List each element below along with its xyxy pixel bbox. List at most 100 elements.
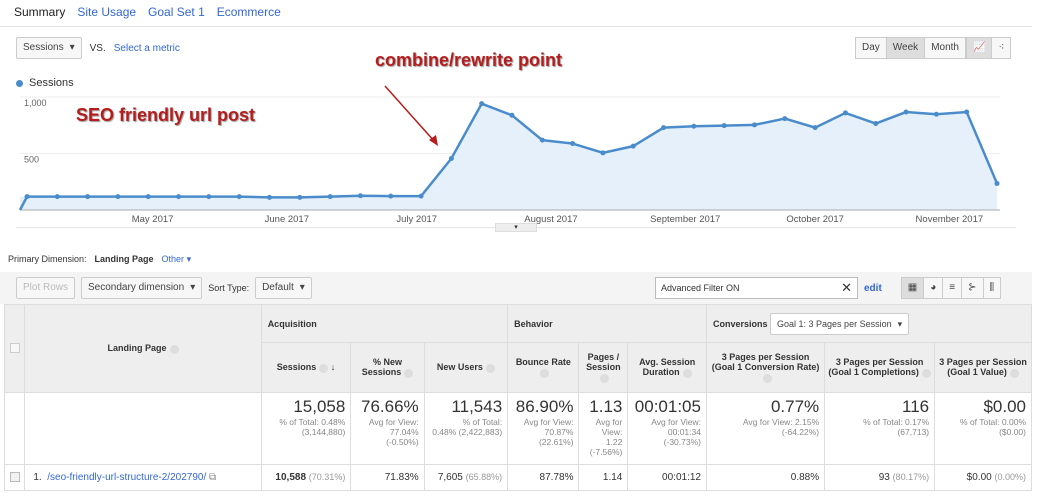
- data-point[interactable]: [691, 123, 697, 129]
- y-tick-label: 500: [24, 155, 39, 165]
- period-day[interactable]: Day: [855, 37, 887, 59]
- column-header[interactable]: 3 Pages per Session (Goal 1 Conversion R…: [705, 342, 826, 393]
- data-point[interactable]: [479, 101, 485, 107]
- column-header[interactable]: 3 Pages per Session (Goal 1 Value): [934, 342, 1032, 393]
- data-point[interactable]: [236, 194, 242, 200]
- legend-sessions: Sessions: [29, 77, 74, 89]
- help-icon: [404, 368, 414, 378]
- data-point[interactable]: [933, 111, 939, 117]
- data-point[interactable]: [600, 150, 606, 156]
- advanced-filter-input[interactable]: Advanced Filter ON ✕: [655, 277, 858, 299]
- performance-view-icon[interactable]: ≡: [942, 277, 963, 299]
- comparison-view-icon[interactable]: ⊱: [961, 277, 984, 299]
- tab-summary[interactable]: Summary: [14, 5, 66, 19]
- help-icon: [682, 368, 692, 378]
- data-point[interactable]: [721, 123, 727, 129]
- primary-dimension-landing-page[interactable]: Landing Page: [94, 254, 154, 264]
- table-row: 1. /seo-friendly-url-structure-2/202790/…: [3, 464, 1032, 491]
- data-point[interactable]: [115, 194, 121, 200]
- data-point[interactable]: [994, 180, 1000, 186]
- data-point[interactable]: [85, 194, 91, 200]
- total-cell: 11,543% of Total: 0.48% (2,422,883): [423, 392, 509, 465]
- help-icon: [1009, 368, 1019, 378]
- data-point[interactable]: [873, 121, 879, 127]
- data-point[interactable]: [812, 125, 818, 131]
- data-point[interactable]: [176, 194, 182, 200]
- row-checkbox[interactable]: [9, 471, 20, 482]
- primary-dimension-other[interactable]: Other ▾: [161, 254, 192, 264]
- data-point[interactable]: [630, 143, 636, 149]
- clear-filter-icon[interactable]: ✕: [841, 280, 852, 295]
- data-point[interactable]: [964, 109, 970, 115]
- data-point[interactable]: [24, 194, 30, 200]
- column-header[interactable]: Bounce Rate: [507, 342, 580, 393]
- line-chart-icon[interactable]: 📈: [966, 37, 993, 59]
- x-tick-label: July 2017: [396, 214, 437, 225]
- row-cell: 71.83%: [350, 464, 425, 491]
- data-point[interactable]: [782, 116, 788, 122]
- collapse-chart-handle[interactable]: ▾: [495, 223, 537, 232]
- data-point[interactable]: [752, 122, 757, 128]
- column-header[interactable]: New Users: [423, 342, 509, 393]
- column-header[interactable]: Avg. Session Duration: [627, 342, 707, 393]
- data-point[interactable]: [327, 194, 333, 200]
- column-header[interactable]: 3 Pages per Session (Goal 1 Completions): [824, 342, 936, 393]
- motion-chart-icon[interactable]: ⁖: [991, 37, 1012, 59]
- pivot-view-icon[interactable]: ⫼: [982, 277, 1002, 299]
- metric-select[interactable]: Sessions ▾: [16, 37, 82, 59]
- sessions-chart: 1,000 500 May 2017 June 2017 July 2017 August…: [18, 96, 1000, 225]
- data-point[interactable]: [206, 194, 212, 200]
- secondary-dimension-select[interactable]: Secondary dimension ▾: [81, 277, 203, 299]
- column-header[interactable]: Sessions ↓: [260, 342, 352, 393]
- x-tick-label: September 2017: [650, 214, 720, 225]
- select-metric-link[interactable]: Select a metric: [113, 42, 180, 54]
- column-header[interactable]: Pages / Session: [578, 342, 629, 393]
- sort-type-select[interactable]: Default ▾: [255, 277, 312, 299]
- totals-spacer: [24, 392, 262, 465]
- total-cell: 0.77% Avg for View: 2.15% (-64.22%): [705, 392, 826, 465]
- tab-goal-set-1[interactable]: Goal Set 1: [148, 5, 205, 19]
- open-external-icon[interactable]: ⧉: [209, 472, 217, 483]
- edit-filter-link[interactable]: edit: [864, 282, 882, 294]
- row-cell: 93 (80.17%): [824, 464, 936, 491]
- total-cell: $0.00% of Total: 0.00% ($0.00): [934, 392, 1032, 465]
- tab-site-usage[interactable]: Site Usage: [77, 5, 137, 19]
- data-point[interactable]: [570, 141, 576, 147]
- data-point[interactable]: [509, 112, 515, 118]
- data-point[interactable]: [388, 193, 394, 199]
- landing-page-link[interactable]: /seo-friendly-url-structure-2/202790/: [47, 472, 207, 483]
- x-tick-label: May 2017: [132, 214, 174, 225]
- data-point[interactable]: [539, 137, 545, 143]
- period-week[interactable]: Week: [885, 37, 926, 59]
- period-month[interactable]: Month: [924, 37, 966, 59]
- row-cell: 10,588 (70.31%): [260, 464, 352, 491]
- total-cell: 116% of Total: 0.17% (67,713): [824, 392, 936, 465]
- data-point[interactable]: [661, 125, 667, 131]
- total-cell: 00:01:05 Avg for View: 00:01:34 (-30.73%): [627, 392, 707, 465]
- row-cell: 1.14: [578, 464, 629, 491]
- data-point[interactable]: [842, 110, 848, 116]
- data-table: Landing Page Acquisition Behavior Conver…: [3, 304, 1033, 491]
- data-point[interactable]: [267, 194, 272, 200]
- period-group: Day Week Month: [855, 37, 966, 59]
- annotation-combine: combine/rewrite point: [375, 50, 563, 70]
- total-cell: 15,058% of Total: 0.48% (3,144,880): [260, 392, 352, 465]
- select-all-checkbox[interactable]: [9, 342, 20, 353]
- goal-select[interactable]: Goal 1: 3 Pages per Session ▾: [770, 312, 910, 335]
- landing-page-header[interactable]: Landing Page: [24, 304, 262, 393]
- help-icon: [485, 363, 495, 373]
- data-point[interactable]: [418, 193, 424, 199]
- total-cell: 76.66% Avg for View: 77.04% (-0.50%): [350, 392, 425, 465]
- pie-view-icon[interactable]: ◕: [923, 277, 944, 299]
- tab-ecommerce[interactable]: Ecommerce: [216, 5, 281, 19]
- data-point[interactable]: [903, 109, 909, 115]
- plot-rows-button[interactable]: Plot Rows: [16, 277, 76, 299]
- data-point[interactable]: [448, 155, 454, 161]
- data-point[interactable]: [145, 194, 151, 200]
- data-point[interactable]: [297, 194, 303, 200]
- vs-label: VS.: [89, 42, 106, 54]
- data-point[interactable]: [54, 194, 60, 200]
- table-view-icon[interactable]: ▦: [900, 277, 925, 299]
- column-header[interactable]: % New Sessions: [350, 342, 425, 393]
- data-point[interactable]: [357, 193, 363, 199]
